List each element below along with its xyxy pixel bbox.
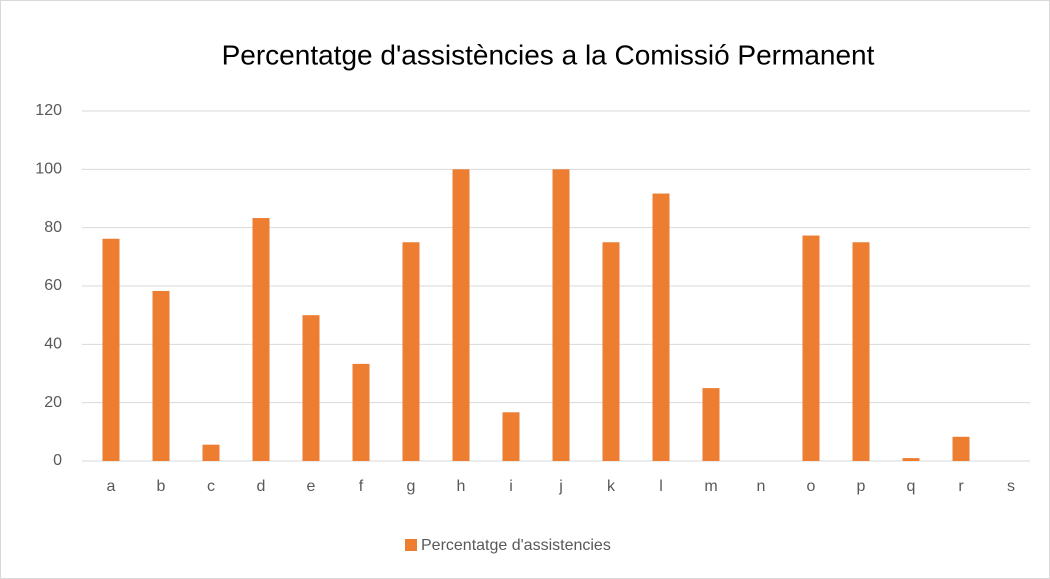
bar [902,458,920,461]
bar [602,242,620,461]
legend-swatch [405,539,417,551]
x-tick-label: o [807,478,816,495]
x-tick-label: e [307,478,316,495]
bar [652,193,670,461]
x-tick-label: j [558,478,563,495]
x-tick-label: i [509,478,513,495]
y-tick-label: 80 [44,219,62,236]
bar [202,444,220,461]
x-tick-label: l [659,478,663,495]
y-tick-label: 120 [35,102,62,119]
bar [402,242,420,461]
y-tick-label: 60 [44,277,62,294]
x-tick-label: f [359,478,364,495]
x-tick-label: c [207,478,215,495]
bar [152,290,170,461]
x-tick-label: b [157,478,166,495]
legend-label: Percentatge d'assistencies [421,537,611,554]
bar [502,412,520,461]
bar [452,169,470,462]
y-tick-label: 40 [44,336,62,353]
x-tick-label: s [1007,478,1015,495]
chart-title: Percentatge d'assistències a la Comissió… [222,39,875,70]
bar [102,238,120,461]
bar [302,315,320,461]
bar [352,363,370,461]
bar [802,235,820,461]
x-tick-label: m [704,478,717,495]
bar [252,218,270,461]
y-tick-label: 0 [53,452,62,469]
y-tick-label: 20 [44,394,62,411]
x-tick-label: n [757,478,766,495]
x-tick-label: k [607,478,616,495]
x-tick-label: d [257,478,266,495]
x-tick-label: p [857,478,866,495]
bar [702,388,720,461]
x-tick-label: r [958,478,964,495]
x-tick-label: a [107,478,116,495]
y-tick-label: 100 [35,161,62,178]
x-tick-label: q [907,478,916,495]
bar [552,169,570,462]
x-tick-label: h [457,478,466,495]
bar [952,436,970,461]
x-tick-label: g [407,478,416,495]
bar [852,242,870,461]
